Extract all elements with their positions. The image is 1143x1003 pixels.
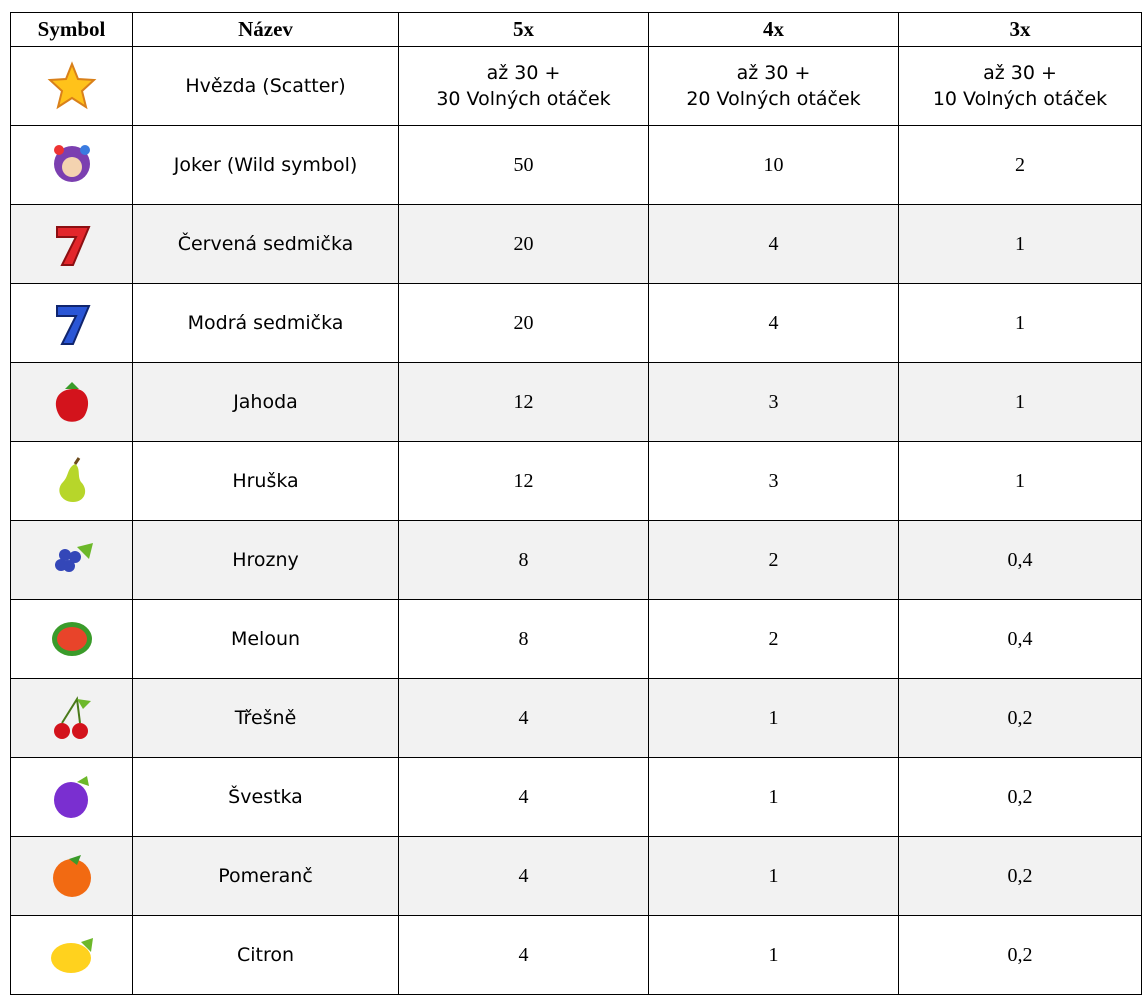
symbol-icon <box>47 851 97 901</box>
pay-cell: 20 <box>399 205 649 284</box>
pay-cell: 4 <box>399 679 649 758</box>
pay-line: 20 Volných otáček <box>649 86 898 112</box>
header-cell: 3x <box>899 13 1142 47</box>
pay-cell: 1 <box>649 758 899 837</box>
pay-cell: 0,2 <box>899 679 1142 758</box>
pay-cell: 0,2 <box>899 837 1142 916</box>
symbol-icon <box>47 614 97 664</box>
pay-line: 30 Volných otáček <box>399 86 648 112</box>
symbol-cell <box>11 284 133 363</box>
symbol-icon <box>47 535 97 585</box>
pay-cell: 2 <box>649 521 899 600</box>
header-cell: 5x <box>399 13 649 47</box>
name-cell: Třešně <box>133 679 399 758</box>
pay-line: až 30 + <box>649 60 898 86</box>
name-cell: Švestka <box>133 758 399 837</box>
symbol-icon <box>47 61 97 111</box>
pay-cell: 2 <box>899 126 1142 205</box>
row: Hvězda (Scatter)až 30 +30 Volných otáček… <box>11 47 1142 126</box>
symbol-cell <box>11 600 133 679</box>
pay-cell: 3 <box>649 442 899 521</box>
name-cell: Pomeranč <box>133 837 399 916</box>
name-cell: Červená sedmička <box>133 205 399 284</box>
symbol-icon <box>47 456 97 506</box>
name-cell: Jahoda <box>133 363 399 442</box>
paytable: Symbol Název 5x 4x 3x Hvězda (Scatter)až… <box>10 12 1142 995</box>
symbol-icon <box>47 930 97 980</box>
pay-cell: 1 <box>899 205 1142 284</box>
pay-cell: až 30 +20 Volných otáček <box>649 47 899 126</box>
pay-cell: 2 <box>649 600 899 679</box>
pay-cell: 0,4 <box>899 600 1142 679</box>
pay-cell: 12 <box>399 363 649 442</box>
symbol-icon <box>47 772 97 822</box>
name-cell: Hvězda (Scatter) <box>133 47 399 126</box>
pay-cell: 1 <box>899 442 1142 521</box>
symbol-icon <box>47 693 97 743</box>
symbol-cell <box>11 442 133 521</box>
name-cell: Hruška <box>133 442 399 521</box>
pay-cell: 3 <box>649 363 899 442</box>
pay-cell: 1 <box>649 837 899 916</box>
pay-cell: 4 <box>649 284 899 363</box>
symbol-cell <box>11 758 133 837</box>
pay-cell: 1 <box>899 363 1142 442</box>
pay-cell: 8 <box>399 521 649 600</box>
symbol-cell <box>11 837 133 916</box>
name-cell: Citron <box>133 916 399 995</box>
pay-cell: 0,2 <box>899 916 1142 995</box>
header-cell: 4x <box>649 13 899 47</box>
pay-cell: až 30 +10 Volných otáček <box>899 47 1142 126</box>
symbol-cell <box>11 916 133 995</box>
pay-cell: 4 <box>649 205 899 284</box>
pay-cell: 1 <box>649 679 899 758</box>
pay-cell: 50 <box>399 126 649 205</box>
header-row: Symbol Název 5x 4x 3x <box>11 13 1142 47</box>
header-cell: Název <box>133 13 399 47</box>
name-cell: Joker (Wild symbol) <box>133 126 399 205</box>
table-body: Hvězda (Scatter)až 30 +30 Volných otáček… <box>11 47 1142 995</box>
symbol-cell <box>11 126 133 205</box>
symbol-icon <box>47 140 97 190</box>
pay-cell: 4 <box>399 758 649 837</box>
pay-cell: 1 <box>649 916 899 995</box>
pay-cell: 10 <box>649 126 899 205</box>
name-cell: Meloun <box>133 600 399 679</box>
name-cell: Hrozny <box>133 521 399 600</box>
name-cell: Modrá sedmička <box>133 284 399 363</box>
pay-cell: 20 <box>399 284 649 363</box>
page: Symbol Název 5x 4x 3x Hvězda (Scatter)až… <box>0 0 1143 1003</box>
symbol-icon <box>47 377 97 427</box>
symbol-cell <box>11 205 133 284</box>
pay-line: 10 Volných otáček <box>899 86 1141 112</box>
pay-cell: 0,2 <box>899 758 1142 837</box>
symbol-icon <box>47 219 97 269</box>
symbol-cell <box>11 363 133 442</box>
pay-cell: 1 <box>899 284 1142 363</box>
symbol-cell <box>11 47 133 126</box>
pay-cell: 4 <box>399 916 649 995</box>
pay-line: až 30 + <box>899 60 1141 86</box>
pay-cell: 0,4 <box>899 521 1142 600</box>
symbol-cell <box>11 521 133 600</box>
pay-cell: 8 <box>399 600 649 679</box>
pay-cell: 4 <box>399 837 649 916</box>
symbol-icon <box>47 298 97 348</box>
header-cell: Symbol <box>11 13 133 47</box>
pay-cell: 12 <box>399 442 649 521</box>
pay-cell: až 30 +30 Volných otáček <box>399 47 649 126</box>
pay-line: až 30 + <box>399 60 648 86</box>
symbol-cell <box>11 679 133 758</box>
